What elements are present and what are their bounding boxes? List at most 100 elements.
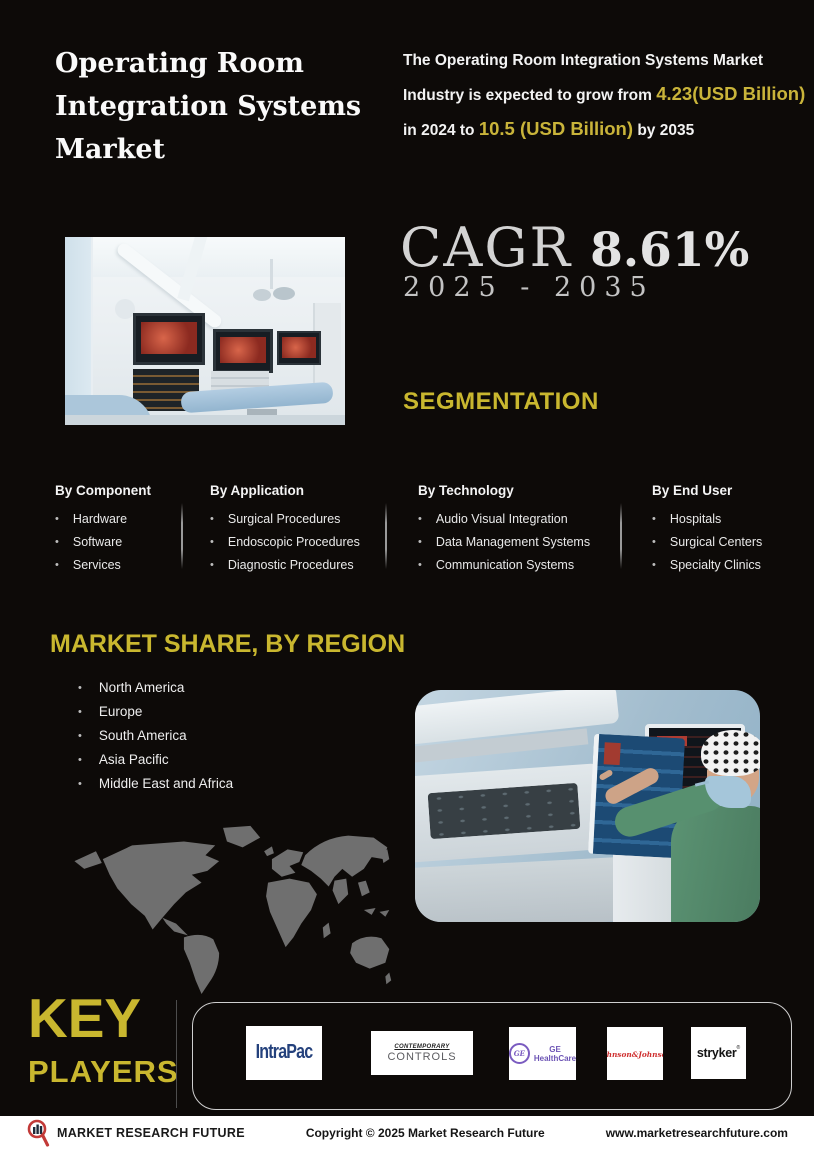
key-players-divider bbox=[176, 1000, 177, 1108]
column-divider bbox=[620, 503, 622, 569]
value-2035: 10.5 (USD Billion) bbox=[478, 118, 634, 139]
column-divider bbox=[385, 503, 387, 569]
bullet-icon: • bbox=[210, 559, 214, 571]
bullet-icon: • bbox=[78, 682, 82, 694]
cagr-period: 2025 - 2035 bbox=[403, 272, 655, 303]
list-item: • Audio Visual Integration bbox=[418, 508, 590, 531]
segment-title: By Technology bbox=[418, 483, 514, 498]
bullet-icon: • bbox=[210, 513, 214, 525]
company-logo-contemporary-controls: CONTEMPORARY CONTROLS bbox=[371, 1031, 473, 1075]
sg-equipment-lower bbox=[415, 855, 647, 922]
segment-title: By Component bbox=[55, 483, 151, 498]
mrf-magnifier-logo-icon bbox=[27, 1119, 50, 1147]
controls-wordmark: CONTROLS bbox=[387, 1050, 457, 1063]
or-arm-joint bbox=[115, 299, 135, 319]
bullet-icon: • bbox=[78, 778, 82, 790]
bullet-icon: • bbox=[210, 536, 214, 548]
segment-group-technology: By Technology • Audio Visual Integration … bbox=[418, 483, 590, 577]
list-item: • Hospitals bbox=[652, 508, 762, 531]
or-monitor-3 bbox=[277, 331, 321, 365]
bullet-icon: • bbox=[652, 513, 656, 525]
growth-line-3: in 2024 to 10.5 (USD Billion) by 2035 bbox=[403, 118, 695, 139]
operating-room-image bbox=[65, 237, 345, 425]
or-light-stem bbox=[270, 259, 273, 289]
list-item: • North America bbox=[78, 676, 233, 700]
segment-title: By End User bbox=[652, 483, 733, 498]
list-item: • Data Management Systems bbox=[418, 531, 590, 554]
list-item: • Hardware bbox=[55, 508, 151, 531]
bullet-icon: • bbox=[55, 513, 59, 525]
cagr-block: CAGR 8.61% bbox=[400, 216, 749, 279]
bullet-icon: • bbox=[55, 559, 59, 571]
title-line-1: Operating Room bbox=[55, 48, 304, 79]
market-growth-statement: The Operating Room Integration Systems M… bbox=[403, 44, 811, 147]
segment-group-component: By Component • Hardware • Software • Servic… bbox=[55, 483, 151, 577]
segment-title: By Application bbox=[210, 483, 305, 498]
list-item: • Surgical Procedures bbox=[210, 508, 360, 531]
sg-surgeon-cap bbox=[701, 730, 760, 776]
segment-group-end-user: By End User • Hospitals • Surgical Centers… bbox=[652, 483, 762, 577]
list-item: • Asia Pacific bbox=[78, 748, 233, 772]
title-line-3: Market bbox=[55, 134, 165, 165]
or-surgical-light-2 bbox=[273, 287, 295, 300]
bullet-icon: • bbox=[78, 754, 82, 766]
bullet-icon: • bbox=[652, 536, 656, 548]
company-logo-johnson-johnson: Johnson&Johnson bbox=[607, 1027, 663, 1080]
company-logo-stryker: stryker ® bbox=[691, 1027, 746, 1079]
intrapac-wordmark: IntraPac bbox=[255, 1041, 314, 1063]
company-logo-ge-healthcare: GE GE HealthCare bbox=[509, 1027, 576, 1080]
stryker-wordmark: stryker bbox=[696, 1046, 737, 1060]
footer-brand: MARKET RESEARCH FUTURE bbox=[26, 1119, 245, 1147]
bullet-icon: • bbox=[78, 706, 82, 718]
registered-mark: ® bbox=[736, 1045, 741, 1051]
or-floor bbox=[65, 415, 345, 425]
list-item: • Diagnostic Procedures bbox=[210, 554, 360, 577]
key-players-logo-box: IntraPac CONTEMPORARY CONTROLS GE GE Hea… bbox=[192, 1002, 792, 1110]
bullet-icon: • bbox=[652, 559, 656, 571]
page-title: Operating Room Integration Systems Marke… bbox=[55, 42, 361, 171]
or-monitor-1 bbox=[133, 313, 205, 365]
ge-monogram-icon: GE bbox=[509, 1043, 530, 1064]
bullet-icon: • bbox=[418, 559, 422, 571]
segment-group-application: By Application • Surgical Procedures • End… bbox=[210, 483, 360, 577]
list-item: • Middle East and Africa bbox=[78, 772, 233, 796]
list-item: • Communication Systems bbox=[418, 554, 590, 577]
list-item: • Software bbox=[55, 531, 151, 554]
key-players-heading-key: KEY bbox=[28, 987, 142, 1049]
list-item: • Europe bbox=[78, 700, 233, 724]
world-map bbox=[74, 825, 392, 995]
footer-website-link[interactable]: www.marketresearchfuture.com bbox=[605, 1126, 788, 1140]
footer-copyright: Copyright © 2025 Market Research Future bbox=[305, 1126, 545, 1140]
key-players-heading-players: PLAYERS bbox=[28, 1054, 179, 1089]
list-item: • Endoscopic Procedures bbox=[210, 531, 360, 554]
list-item: • Specialty Clinics bbox=[652, 554, 762, 577]
list-item: • Services bbox=[55, 554, 151, 577]
title-line-2: Integration Systems bbox=[55, 91, 362, 122]
jnj-wordmark: Johnson&Johnson bbox=[607, 1048, 663, 1059]
bullet-icon: • bbox=[418, 536, 422, 548]
segmentation-heading: SEGMENTATION bbox=[403, 388, 599, 415]
region-list: • North America • Europe • South America • A… bbox=[78, 676, 233, 796]
or-monitor-2 bbox=[213, 329, 273, 373]
column-divider bbox=[181, 503, 183, 569]
sg-surgeon-body bbox=[671, 806, 760, 922]
list-item: • Surgical Centers bbox=[652, 531, 762, 554]
ge-wordmark: GE HealthCare bbox=[533, 1044, 576, 1063]
bullet-icon: • bbox=[418, 513, 422, 525]
or-window bbox=[65, 237, 93, 425]
surgeon-touchscreen-image bbox=[415, 690, 760, 922]
contemporary-wordmark: CONTEMPORARY bbox=[394, 1043, 450, 1050]
bullet-icon: • bbox=[55, 536, 59, 548]
market-share-heading: MARKET SHARE, BY REGION bbox=[50, 630, 406, 658]
cagr-label: CAGR bbox=[400, 216, 573, 279]
bullet-icon: • bbox=[78, 730, 82, 742]
list-item: • South America bbox=[78, 724, 233, 748]
footer-brand-name: MARKET RESEARCH FUTURE bbox=[57, 1126, 245, 1140]
or-surgical-light bbox=[253, 289, 271, 301]
value-2024: 4.23(USD Billion) bbox=[656, 83, 806, 104]
growth-line-1: The Operating Room Integration Systems M… bbox=[403, 52, 764, 69]
cagr-value: 8.61% bbox=[590, 223, 750, 278]
footer: MARKET RESEARCH FUTURE Copyright © 2025 … bbox=[0, 1116, 814, 1150]
growth-line-2: Industry is expected to grow from 4.23(U… bbox=[403, 83, 806, 104]
